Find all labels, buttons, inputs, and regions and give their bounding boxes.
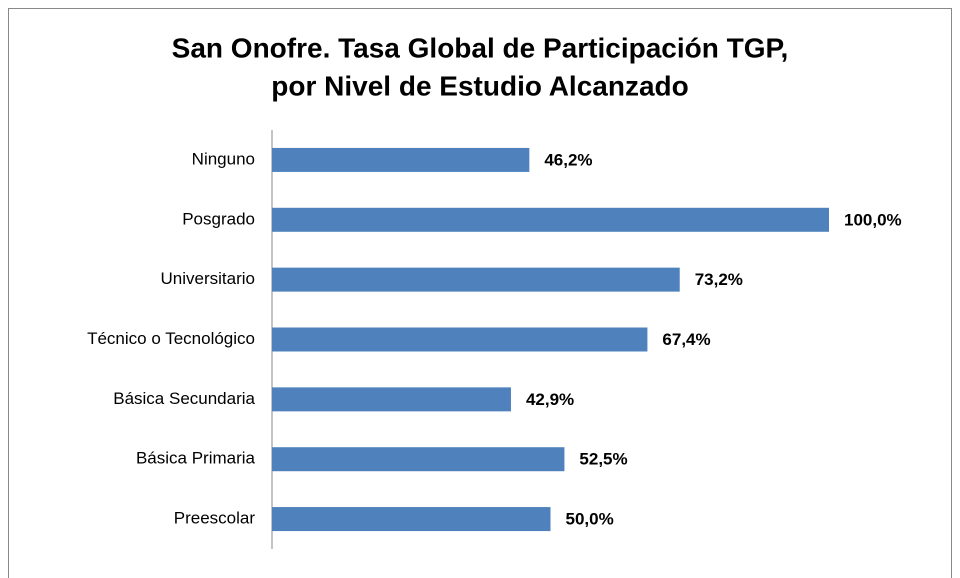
bar <box>272 327 648 352</box>
bar <box>272 507 551 532</box>
bar <box>272 147 530 172</box>
bar <box>272 387 511 412</box>
y-tick-label: Preescolar <box>174 509 256 528</box>
bar <box>272 207 829 232</box>
data-label: 46,2% <box>544 150 592 169</box>
y-tick-label: Básica Primaria <box>136 449 256 468</box>
data-label: 73,2% <box>695 270 743 289</box>
data-label: 42,9% <box>526 390 574 409</box>
y-tick-label: Universitario <box>161 269 255 288</box>
y-tick-label: Ninguno <box>192 149 255 168</box>
data-label: 50,0% <box>566 510 614 529</box>
chart-title: por Nivel de Estudio Alcanzado <box>271 70 688 101</box>
data-label: 67,4% <box>662 330 710 349</box>
chart-title: San Onofre. Tasa Global de Participación… <box>172 32 789 63</box>
data-label: 52,5% <box>579 450 627 469</box>
y-tick-label: Técnico o Tecnológico <box>87 329 255 348</box>
y-tick-label: Básica Secundaria <box>113 389 255 408</box>
y-tick-label: Posgrado <box>182 209 255 228</box>
data-label: 100,0% <box>844 210 902 229</box>
chart-frame <box>8 8 952 578</box>
bar <box>272 267 680 292</box>
bar <box>272 447 565 472</box>
